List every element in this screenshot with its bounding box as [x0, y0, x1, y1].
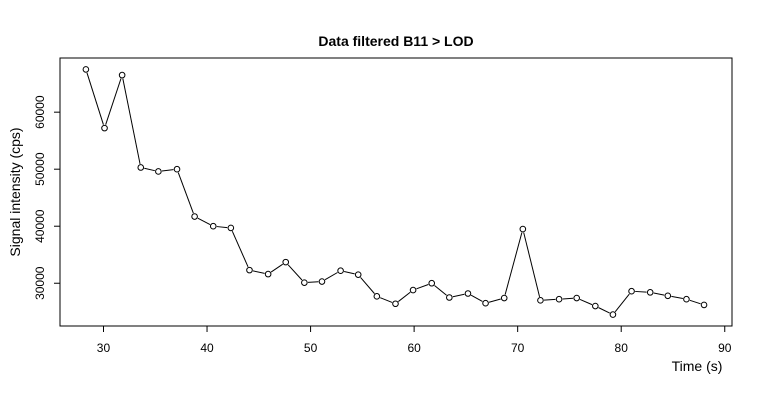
y-tick-label: 40000: [33, 209, 47, 243]
data-point: [464, 290, 472, 297]
data-point: [101, 124, 108, 132]
data-point: [282, 258, 290, 266]
line-segment: [398, 291, 411, 302]
data-point: [683, 295, 690, 303]
line-segment: [344, 270, 355, 275]
line-segment: [270, 263, 284, 273]
data-point: [500, 294, 508, 302]
y-axis: 30000 40000 50000 60000: [33, 95, 61, 300]
data-point: [428, 279, 436, 287]
data-point: [318, 278, 326, 285]
line-segment: [523, 232, 541, 297]
series-group: [82, 66, 708, 318]
line-segment: [562, 297, 574, 300]
line-segment: [380, 297, 393, 303]
data-point: [573, 294, 580, 302]
data-point: [592, 302, 599, 310]
x-tick-label: 50: [304, 341, 318, 355]
y-axis-label: Signal intensity (cps): [7, 127, 23, 256]
data-point: [373, 293, 381, 300]
x-axis: 30 40 50 60 70 80 90: [97, 325, 732, 355]
data-point: [137, 164, 145, 171]
line-segment: [689, 299, 701, 305]
x-axis-label: Time (s): [672, 358, 723, 374]
data-point: [173, 165, 181, 173]
line-segment: [544, 298, 556, 301]
line-segment: [635, 290, 647, 293]
data-point: [337, 267, 344, 274]
line-segment: [452, 293, 465, 298]
y-tick-label: 60000: [33, 95, 47, 129]
line-segment: [416, 284, 429, 290]
data-point: [118, 71, 126, 79]
line-segment: [197, 217, 211, 225]
data-point: [446, 294, 453, 301]
line-segment: [122, 78, 141, 165]
chart-title: Data filtered B11 > LOD: [318, 33, 473, 49]
line-segment: [86, 72, 104, 125]
data-point: [700, 301, 708, 309]
data-point: [209, 222, 217, 230]
line-segment: [177, 172, 194, 214]
data-point: [191, 213, 198, 220]
data-point: [537, 297, 544, 304]
y-tick-label: 50000: [33, 152, 47, 186]
data-point: [409, 286, 417, 294]
line-segment: [144, 167, 155, 172]
data-point: [392, 300, 399, 308]
x-tick-label: 90: [718, 341, 732, 355]
line-segment: [614, 293, 630, 313]
line-segment: [598, 307, 610, 314]
data-point: [264, 270, 272, 278]
x-tick-label: 60: [407, 341, 421, 355]
line-segment: [653, 292, 665, 296]
x-tick-label: 70: [511, 341, 525, 355]
line-segment: [324, 272, 338, 281]
data-point: [555, 295, 563, 303]
line-segment: [434, 285, 447, 296]
data-point: [609, 311, 617, 318]
data-point: [519, 225, 527, 233]
line-segment: [105, 78, 122, 125]
line-segment: [252, 270, 265, 274]
data-point: [227, 224, 235, 232]
line-segment: [307, 281, 319, 283]
line-segment: [360, 277, 375, 294]
line-segment: [216, 226, 228, 229]
data-point: [301, 279, 308, 286]
data-point: [646, 289, 654, 296]
line-segment: [287, 264, 303, 281]
line-segment: [488, 298, 501, 303]
data-point: [354, 271, 362, 278]
x-tick-label: 30: [97, 341, 111, 355]
x-tick-label: 80: [615, 341, 629, 355]
line-segment: [470, 294, 483, 302]
line-segment: [161, 169, 174, 172]
line-segment: [579, 299, 593, 306]
line-segment: [231, 231, 249, 268]
data-point: [155, 168, 162, 175]
data-point: [82, 66, 90, 73]
data-point: [664, 292, 672, 300]
y-tick-label: 30000: [33, 266, 47, 300]
line-segment: [504, 232, 523, 295]
x-tick-label: 40: [200, 341, 214, 355]
data-point: [628, 287, 635, 295]
line-segment: [671, 295, 683, 300]
data-point: [482, 299, 489, 307]
data-point: [246, 266, 253, 274]
